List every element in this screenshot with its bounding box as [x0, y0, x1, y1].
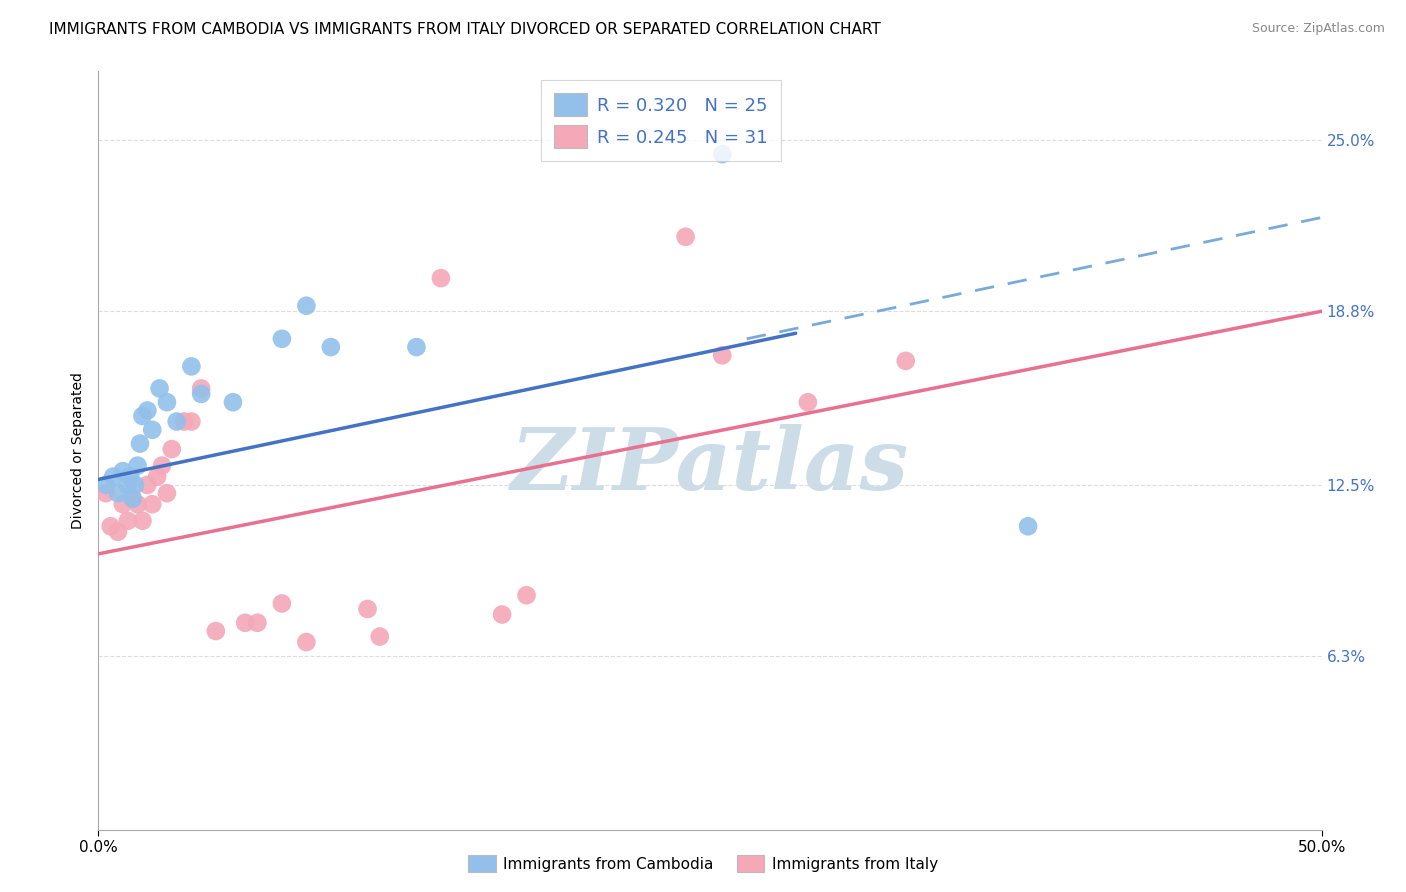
Point	[173, 415, 195, 429]
Point	[94, 486, 117, 500]
Point	[120, 469, 142, 483]
Point	[222, 395, 245, 409]
Point	[319, 340, 342, 354]
Legend: R = 0.320   N = 25, R = 0.245   N = 31: R = 0.320 N = 25, R = 0.245 N = 31	[541, 80, 780, 161]
Point	[107, 524, 129, 539]
Point	[121, 491, 143, 506]
Point	[205, 624, 228, 638]
Text: Source: ZipAtlas.com: Source: ZipAtlas.com	[1251, 22, 1385, 36]
Text: IMMIGRANTS FROM CAMBODIA VS IMMIGRANTS FROM ITALY DIVORCED OR SEPARATED CORRELAT: IMMIGRANTS FROM CAMBODIA VS IMMIGRANTS F…	[49, 22, 882, 37]
Point	[1017, 519, 1039, 533]
Point	[111, 464, 134, 478]
Point	[107, 486, 129, 500]
Point	[491, 607, 513, 622]
Point	[156, 395, 179, 409]
Point	[675, 229, 697, 244]
Point	[136, 478, 159, 492]
Point	[430, 271, 453, 285]
Point	[131, 514, 153, 528]
Point	[190, 381, 212, 395]
Point	[127, 497, 149, 511]
Point	[711, 348, 734, 362]
Point	[156, 486, 179, 500]
Point	[150, 458, 173, 473]
Point	[180, 359, 202, 374]
Point	[100, 519, 122, 533]
Point	[131, 409, 153, 423]
Y-axis label: Divorced or Separated: Divorced or Separated	[72, 372, 86, 529]
Point	[94, 478, 117, 492]
Point	[270, 597, 294, 611]
Point	[111, 497, 134, 511]
Point	[146, 469, 169, 483]
Point	[270, 332, 294, 346]
Point	[797, 395, 820, 409]
Point	[141, 423, 163, 437]
Point	[368, 630, 391, 644]
Point	[295, 299, 318, 313]
Point	[136, 403, 159, 417]
Text: ZIPatlas: ZIPatlas	[510, 424, 910, 508]
Point	[405, 340, 427, 354]
Point	[160, 442, 183, 456]
Point	[894, 354, 917, 368]
Point	[233, 615, 256, 630]
Point	[166, 415, 188, 429]
Point	[711, 147, 734, 161]
Point	[515, 588, 537, 602]
Point	[117, 478, 139, 492]
Point	[180, 415, 202, 429]
Point	[356, 602, 378, 616]
Point	[295, 635, 318, 649]
Point	[124, 478, 146, 492]
Point	[121, 491, 143, 506]
Point	[117, 514, 139, 528]
Point	[141, 497, 163, 511]
Point	[127, 458, 149, 473]
Legend: Immigrants from Cambodia, Immigrants from Italy: Immigrants from Cambodia, Immigrants fro…	[461, 847, 945, 880]
Point	[190, 387, 212, 401]
Point	[129, 436, 152, 450]
Point	[149, 381, 172, 395]
Point	[246, 615, 269, 630]
Point	[101, 469, 124, 483]
